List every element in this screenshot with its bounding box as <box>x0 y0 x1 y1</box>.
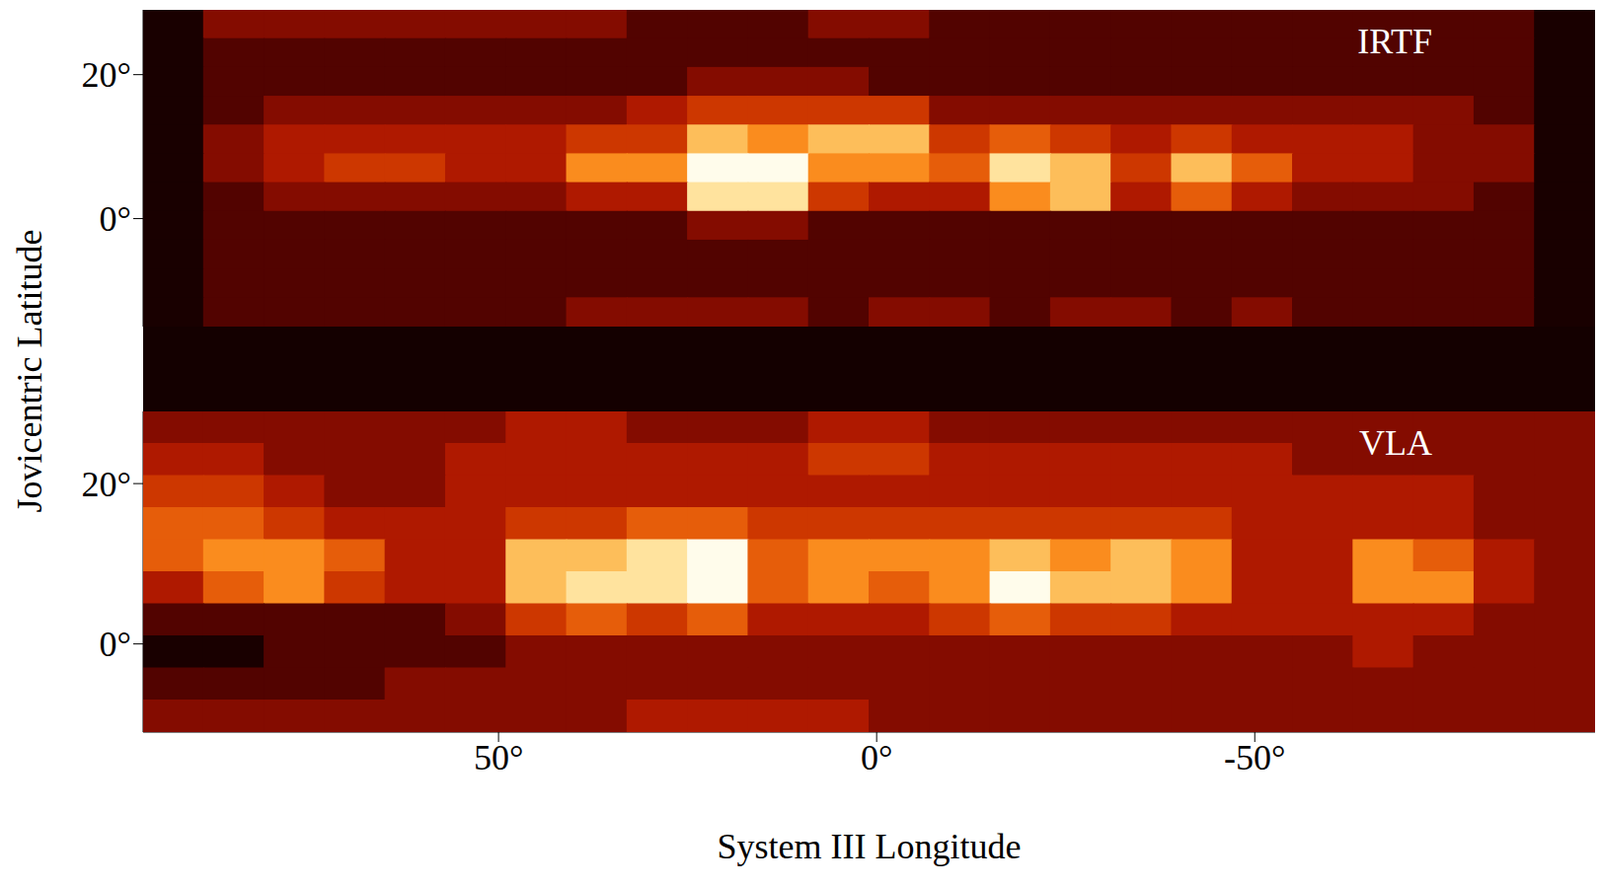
html-text:IRTF: IRTF <box>1357 21 1433 62</box>
svg-text:0°: 0° <box>99 624 132 665</box>
html-text:VLA: VLA <box>1359 423 1433 463</box>
svg-text:50°: 50° <box>473 738 524 778</box>
html-text:System III Longitude: System III Longitude <box>717 827 1022 867</box>
svg-text:0°: 0° <box>99 199 132 239</box>
html-text:Jovicentric Latitude: Jovicentric Latitude <box>9 229 50 513</box>
svg-text:0°: 0° <box>860 738 893 778</box>
svg-text:20°: 20° <box>81 55 132 95</box>
svg-text:-50°: -50° <box>1223 738 1286 778</box>
svg-text:20°: 20° <box>81 464 132 505</box>
